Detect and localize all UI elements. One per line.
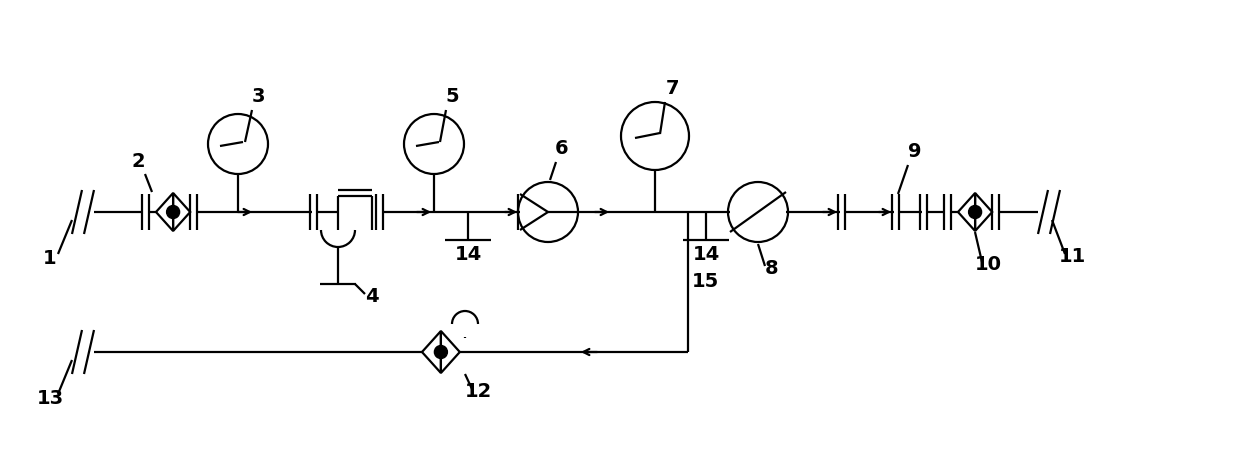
Text: 4: 4 [366, 287, 378, 306]
Text: 7: 7 [665, 79, 678, 98]
Text: 5: 5 [445, 87, 459, 106]
Text: 15: 15 [692, 272, 719, 291]
Text: 6: 6 [556, 139, 569, 158]
Text: 3: 3 [252, 87, 265, 106]
Text: 13: 13 [36, 389, 63, 408]
Text: 1: 1 [43, 249, 57, 268]
Circle shape [434, 345, 448, 358]
Text: 14: 14 [454, 245, 481, 264]
Circle shape [166, 206, 180, 218]
Text: 14: 14 [692, 245, 719, 264]
Text: 11: 11 [1059, 247, 1086, 266]
Text: 9: 9 [908, 142, 921, 161]
Text: 8: 8 [765, 259, 779, 278]
Text: 10: 10 [975, 255, 1002, 274]
Text: 2: 2 [131, 152, 145, 171]
Circle shape [968, 206, 982, 218]
Text: 12: 12 [464, 382, 491, 401]
